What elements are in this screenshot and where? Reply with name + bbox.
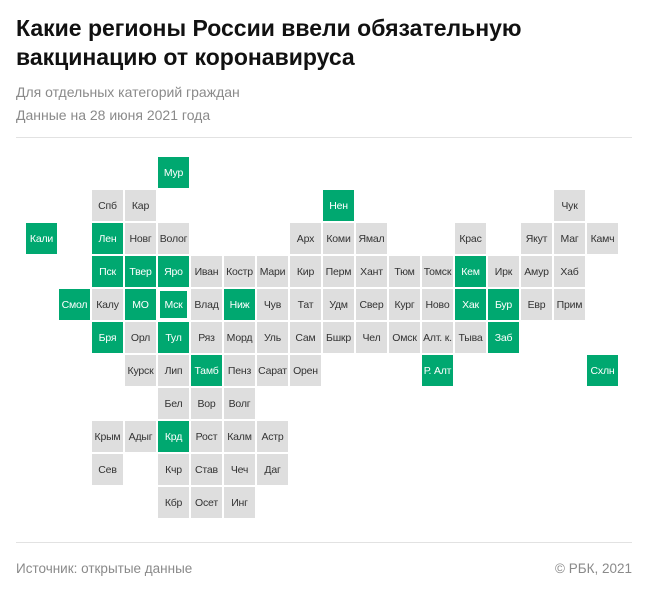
region-tile: Сам: [290, 322, 321, 353]
region-tile: Чук: [554, 190, 585, 221]
region-tile: Схлн: [587, 355, 618, 386]
region-tile: Пенз: [224, 355, 255, 386]
region-tile: Бря: [92, 322, 123, 353]
region-tile: Бур: [488, 289, 519, 320]
region-tile: Нен: [323, 190, 354, 221]
region-tile: Чел: [356, 322, 387, 353]
region-tile: Коми: [323, 223, 354, 254]
region-tile: МО: [125, 289, 156, 320]
region-tile: Лен: [92, 223, 123, 254]
region-tile: Мари: [257, 256, 288, 287]
region-tile: Хак: [455, 289, 486, 320]
region-tile: Ряз: [191, 322, 222, 353]
region-tile: Алт. к.: [422, 322, 453, 353]
region-tile: Якут: [521, 223, 552, 254]
region-tile: Кем: [455, 256, 486, 287]
region-tile: Тамб: [191, 355, 222, 386]
copyright: © РБК, 2021: [555, 561, 632, 576]
region-tile: Вор: [191, 388, 222, 419]
region-tile: Маг: [554, 223, 585, 254]
region-tile: Новг: [125, 223, 156, 254]
region-tile: Ирк: [488, 256, 519, 287]
region-tile: Влад: [191, 289, 222, 320]
region-tile: Хант: [356, 256, 387, 287]
region-tile: Даг: [257, 454, 288, 485]
region-tile: Томск: [422, 256, 453, 287]
subtitle: Для отдельных категорий граждан: [16, 84, 240, 100]
region-tile: Прим: [554, 289, 585, 320]
source-note: Источник: открытые данные: [16, 561, 193, 576]
region-tile: Мск: [158, 289, 189, 320]
region-tile: Осет: [191, 487, 222, 518]
region-tile: Хаб: [554, 256, 585, 287]
region-tile: Арх: [290, 223, 321, 254]
region-tile: Волг: [224, 388, 255, 419]
region-tile: Крас: [455, 223, 486, 254]
region-tile: Чув: [257, 289, 288, 320]
region-tile: Кург: [389, 289, 420, 320]
region-tile: Тыва: [455, 322, 486, 353]
region-tile: Тюм: [389, 256, 420, 287]
region-tile: Крым: [92, 421, 123, 452]
region-tile: Кир: [290, 256, 321, 287]
region-tile: Яро: [158, 256, 189, 287]
region-tile: Тат: [290, 289, 321, 320]
region-tile: Калм: [224, 421, 255, 452]
region-tile: Р. Алт: [422, 355, 453, 386]
region-tile: Ново: [422, 289, 453, 320]
region-tile: Тул: [158, 322, 189, 353]
region-tile: Ямал: [356, 223, 387, 254]
region-tile: Рост: [191, 421, 222, 452]
region-tile: Ниж: [224, 289, 255, 320]
page-title: Какие регионы России ввели обязательную …: [16, 15, 522, 70]
region-tile: Кбр: [158, 487, 189, 518]
region-tile: Сарат: [257, 355, 288, 386]
region-tile: Удм: [323, 289, 354, 320]
region-tile: Кчр: [158, 454, 189, 485]
region-tile: Костр: [224, 256, 255, 287]
region-tile: Перм: [323, 256, 354, 287]
region-tile: Курск: [125, 355, 156, 386]
region-tile: Калу: [92, 289, 123, 320]
region-tile: Став: [191, 454, 222, 485]
region-tile: Свер: [356, 289, 387, 320]
region-tile: Евр: [521, 289, 552, 320]
region-tile: Морд: [224, 322, 255, 353]
region-tile: Инг: [224, 487, 255, 518]
bottom-divider: [16, 542, 632, 543]
region-tile: Спб: [92, 190, 123, 221]
region-tile: Иван: [191, 256, 222, 287]
region-tile: Мур: [158, 157, 189, 188]
region-tile: Смол: [59, 289, 90, 320]
region-tile: Омск: [389, 322, 420, 353]
top-divider: [16, 137, 632, 138]
region-tile: Крд: [158, 421, 189, 452]
region-tile: Астр: [257, 421, 288, 452]
region-tile: Уль: [257, 322, 288, 353]
region-tile: Лип: [158, 355, 189, 386]
region-tile: Адыг: [125, 421, 156, 452]
region-tile: Амур: [521, 256, 552, 287]
region-tile: Орл: [125, 322, 156, 353]
region-tile: Сев: [92, 454, 123, 485]
region-tile: Кар: [125, 190, 156, 221]
region-tile: Пск: [92, 256, 123, 287]
region-tile: Кали: [26, 223, 57, 254]
region-tile: Чеч: [224, 454, 255, 485]
region-tile: Бшкр: [323, 322, 354, 353]
region-tile: Заб: [488, 322, 519, 353]
region-tile: Твер: [125, 256, 156, 287]
region-tile: Камч: [587, 223, 618, 254]
region-tile: Орен: [290, 355, 321, 386]
region-tile: Волог: [158, 223, 189, 254]
region-tile: Бел: [158, 388, 189, 419]
date-note: Данные на 28 июня 2021 года: [16, 107, 211, 123]
